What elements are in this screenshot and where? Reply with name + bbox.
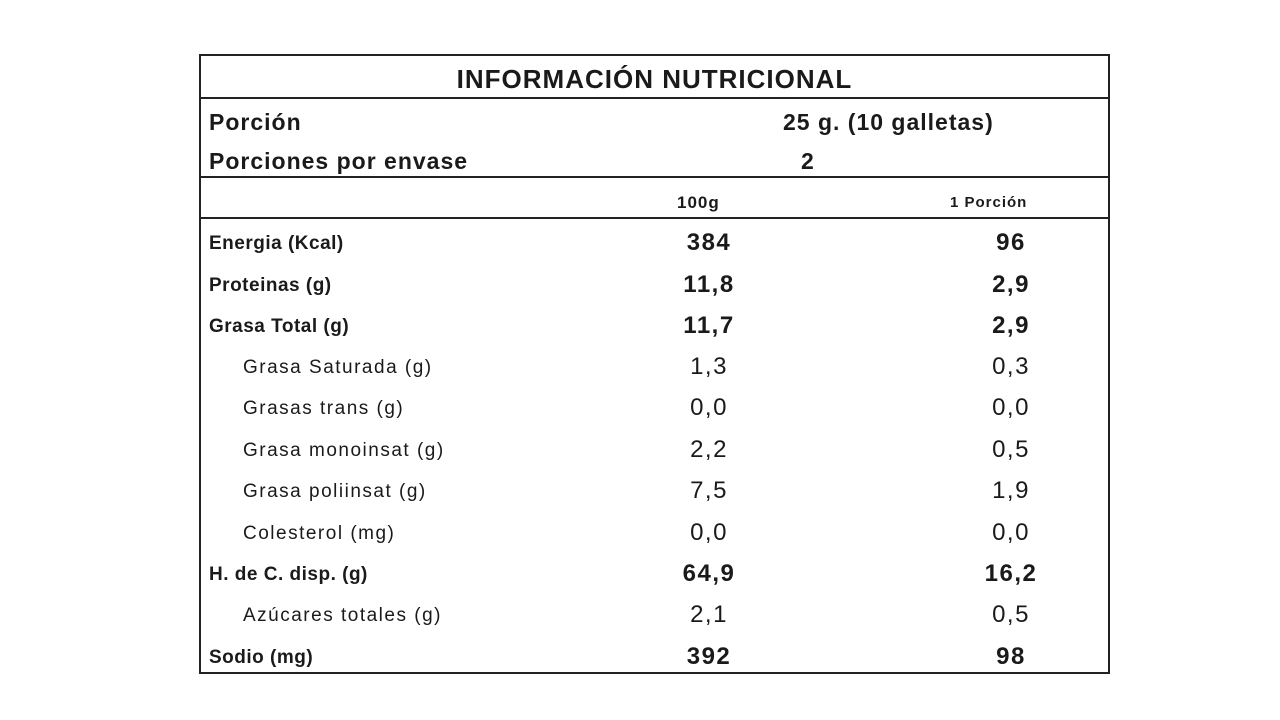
row-protein-perportion: 2,9 — [992, 271, 1030, 298]
servings-per-container-value: 2 — [801, 148, 815, 174]
row-protein-per100g: 11,8 — [683, 271, 735, 298]
row-energy-perportion: 96 — [996, 229, 1026, 256]
row-polyunsat-fat-name: Grasa poliinsat (g) — [243, 481, 427, 502]
row-sugars-per100g: 2,1 — [690, 601, 728, 628]
row-cholesterol-perportion: 0,0 — [992, 519, 1030, 546]
row-polyunsat-fat-per100g: 7,5 — [690, 477, 728, 504]
servings-per-container-label: Porciones por envase — [209, 148, 469, 174]
row-monounsat-fat-name: Grasa monoinsat (g) — [243, 440, 445, 461]
table-title: INFORMACIÓN NUTRICIONAL — [201, 56, 1108, 99]
row-total-fat-name: Grasa Total (g) — [209, 316, 350, 337]
row-total-fat-per100g: 11,7 — [683, 312, 735, 339]
row-sodium-name: Sodio (mg) — [209, 647, 314, 668]
row-saturated-fat-perportion: 0,3 — [992, 353, 1030, 380]
row-sugars-name: Azúcares totales (g) — [243, 605, 442, 626]
header-divider — [201, 217, 1108, 219]
row-carbs-perportion: 16,2 — [984, 560, 1038, 587]
portion-label: Porción — [209, 109, 302, 135]
column-header-portion: 1 Porción — [950, 194, 1028, 211]
section-divider — [201, 176, 1108, 178]
row-cholesterol-name: Colesterol (mg) — [243, 523, 396, 544]
row-saturated-fat-per100g: 1,3 — [690, 353, 728, 380]
row-polyunsat-fat-perportion: 1,9 — [992, 477, 1030, 504]
row-trans-fat-name: Grasas trans (g) — [243, 398, 405, 419]
row-protein-name: Proteinas (g) — [209, 275, 332, 296]
row-monounsat-fat-per100g: 2,2 — [690, 436, 728, 463]
row-cholesterol-per100g: 0,0 — [690, 519, 728, 546]
row-saturated-fat-name: Grasa Saturada (g) — [243, 357, 433, 378]
row-carbs-per100g: 64,9 — [682, 560, 736, 587]
row-trans-fat-perportion: 0,0 — [992, 394, 1030, 421]
nutrition-facts-table: INFORMACIÓN NUTRICIONAL Porción 25 g. (1… — [199, 54, 1110, 674]
column-header-100g: 100g — [677, 193, 720, 212]
row-carbs-name: H. de C. disp. (g) — [209, 564, 368, 585]
row-sodium-per100g: 392 — [686, 643, 732, 670]
row-energy-per100g: 384 — [686, 229, 732, 256]
portion-value: 25 g. (10 galletas) — [783, 109, 994, 135]
row-monounsat-fat-perportion: 0,5 — [992, 436, 1030, 463]
row-total-fat-perportion: 2,9 — [992, 312, 1030, 339]
row-energy-name: Energia (Kcal) — [209, 233, 344, 254]
row-sodium-perportion: 98 — [996, 643, 1026, 670]
row-sugars-perportion: 0,5 — [992, 601, 1030, 628]
row-trans-fat-per100g: 0,0 — [690, 394, 728, 421]
